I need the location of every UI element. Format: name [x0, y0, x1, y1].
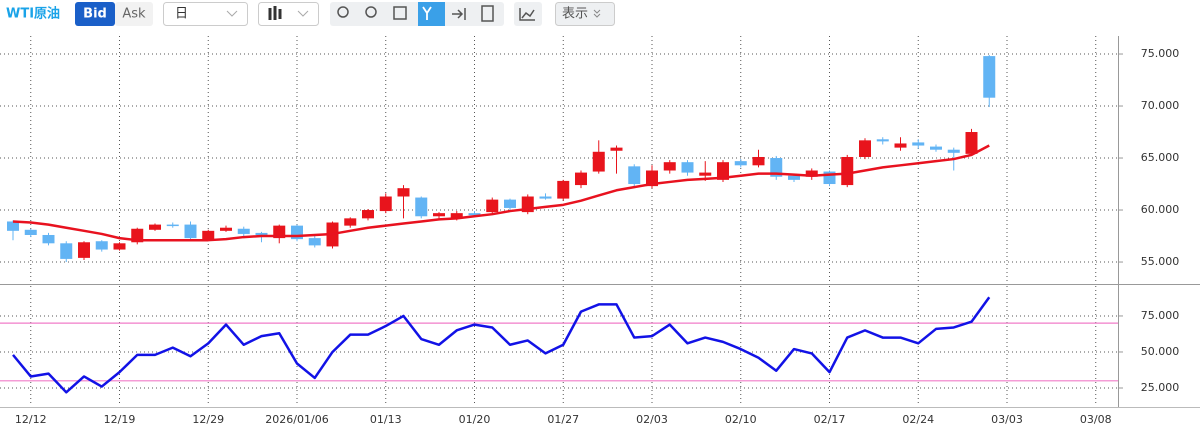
- candle-body: [663, 162, 676, 171]
- candle-body: [308, 238, 321, 246]
- candle-icon: [268, 6, 282, 20]
- x-tick-label: 02/17: [814, 413, 846, 426]
- candle-body: [433, 213, 445, 217]
- dropdown-arrow: [226, 10, 238, 17]
- period-select[interactable]: [163, 2, 248, 26]
- y-tick-label: 75.000: [1141, 309, 1180, 322]
- candle-body: [681, 162, 694, 173]
- candle-body: [841, 156, 854, 186]
- candle-body: [717, 162, 729, 180]
- candle-body: [237, 228, 250, 234]
- candle-body: [539, 196, 552, 199]
- candle-body: [202, 230, 215, 240]
- y-tick-label: 70.000: [1141, 99, 1180, 112]
- y-tick-label: 75.000: [1141, 47, 1180, 60]
- candle-body: [60, 243, 73, 259]
- y-tick-label: 60.000: [1141, 203, 1180, 216]
- indicator-line: [12, 144, 990, 242]
- candle-body: [646, 170, 658, 187]
- candle-body: [699, 172, 712, 176]
- candle-body: [876, 139, 889, 142]
- candle-body: [468, 213, 481, 216]
- candle-body: [788, 175, 800, 180]
- y-tick-label: 25.000: [1141, 381, 1180, 394]
- y-icon: [422, 6, 432, 20]
- candle-body: [930, 146, 942, 150]
- ask-label[interactable]: Ask: [122, 7, 146, 22]
- x-tick-label: 03/08: [1080, 413, 1112, 426]
- x-tick-label: 12/29: [192, 413, 224, 426]
- bid-button[interactable]: [75, 2, 115, 26]
- candle-body: [894, 143, 907, 148]
- x-tick-label: 02/24: [902, 413, 934, 426]
- x-tick-label: 12/19: [104, 413, 136, 426]
- candle-body: [557, 180, 570, 199]
- candle-body: [255, 232, 268, 235]
- y-lock-button[interactable]: [418, 2, 445, 26]
- x-tick-label: 12/12: [15, 413, 47, 426]
- candle-body: [752, 156, 765, 166]
- candle-body: [859, 140, 871, 157]
- candle-body: [983, 56, 996, 98]
- symbol-title: WTI原油: [6, 6, 60, 22]
- candle-body: [965, 132, 978, 154]
- candle-body: [610, 147, 623, 151]
- indicator-icon: [519, 8, 535, 21]
- candle-body: [734, 161, 747, 166]
- candle-body: [947, 149, 960, 153]
- candle-body: [78, 242, 90, 258]
- candle-body: [166, 224, 179, 227]
- zoom-out[interactable]: [365, 6, 377, 18]
- candle-body: [362, 210, 374, 219]
- x-tick-label: 2026/01/06: [265, 413, 328, 426]
- candle-body: [486, 199, 499, 213]
- y-tick-label: 65.000: [1141, 151, 1180, 164]
- x-tick-label: 01/27: [547, 413, 579, 426]
- display-select[interactable]: [555, 2, 615, 26]
- y-tick-label: 50.000: [1141, 345, 1180, 358]
- candle-body: [149, 224, 161, 230]
- tool-group: [330, 2, 504, 26]
- x-tick-label: 02/03: [636, 413, 668, 426]
- dropdown-arrow: [593, 9, 601, 18]
- toolbar: WTI原油 Bid Ask 日 表示: [6, 2, 615, 26]
- candle-body: [805, 170, 818, 177]
- bid-label[interactable]: Bid: [83, 7, 107, 22]
- candle-body: [575, 172, 587, 186]
- candle-body: [95, 241, 108, 250]
- candle-body: [184, 224, 197, 239]
- period-label[interactable]: 日: [175, 7, 188, 22]
- candle-body: [504, 199, 516, 208]
- candle-body: [912, 142, 925, 146]
- candle-body: [42, 234, 55, 244]
- scroll-end[interactable]: [452, 8, 466, 20]
- fit-button[interactable]: [393, 6, 407, 20]
- x-tick-label: 02/10: [725, 413, 757, 426]
- chart-type-select[interactable]: [258, 2, 319, 26]
- candle-body: [7, 221, 19, 231]
- candle-body: [344, 218, 357, 226]
- candle-body: [628, 166, 641, 185]
- dropdown-arrow: [297, 10, 309, 17]
- indicator-line: [12, 296, 991, 394]
- candle-body: [220, 227, 232, 231]
- candle-body: [592, 151, 605, 172]
- x-tick-label: 03/03: [991, 413, 1023, 426]
- candle-body: [379, 196, 392, 212]
- x-tick-label: 01/20: [459, 413, 491, 426]
- x-tick-label: 01/13: [370, 413, 402, 426]
- ask-button[interactable]: [115, 2, 153, 26]
- candle-body: [397, 188, 410, 197]
- display-label[interactable]: 表示: [562, 7, 588, 22]
- candle-body: [113, 243, 126, 250]
- doc-button[interactable]: [481, 5, 494, 22]
- y-tick-label: 55.000: [1141, 255, 1180, 268]
- candle-body: [415, 197, 428, 217]
- candle-body: [24, 229, 37, 235]
- zoom-in[interactable]: [337, 6, 349, 18]
- candle-body: [770, 158, 783, 177]
- candle-body: [450, 213, 463, 219]
